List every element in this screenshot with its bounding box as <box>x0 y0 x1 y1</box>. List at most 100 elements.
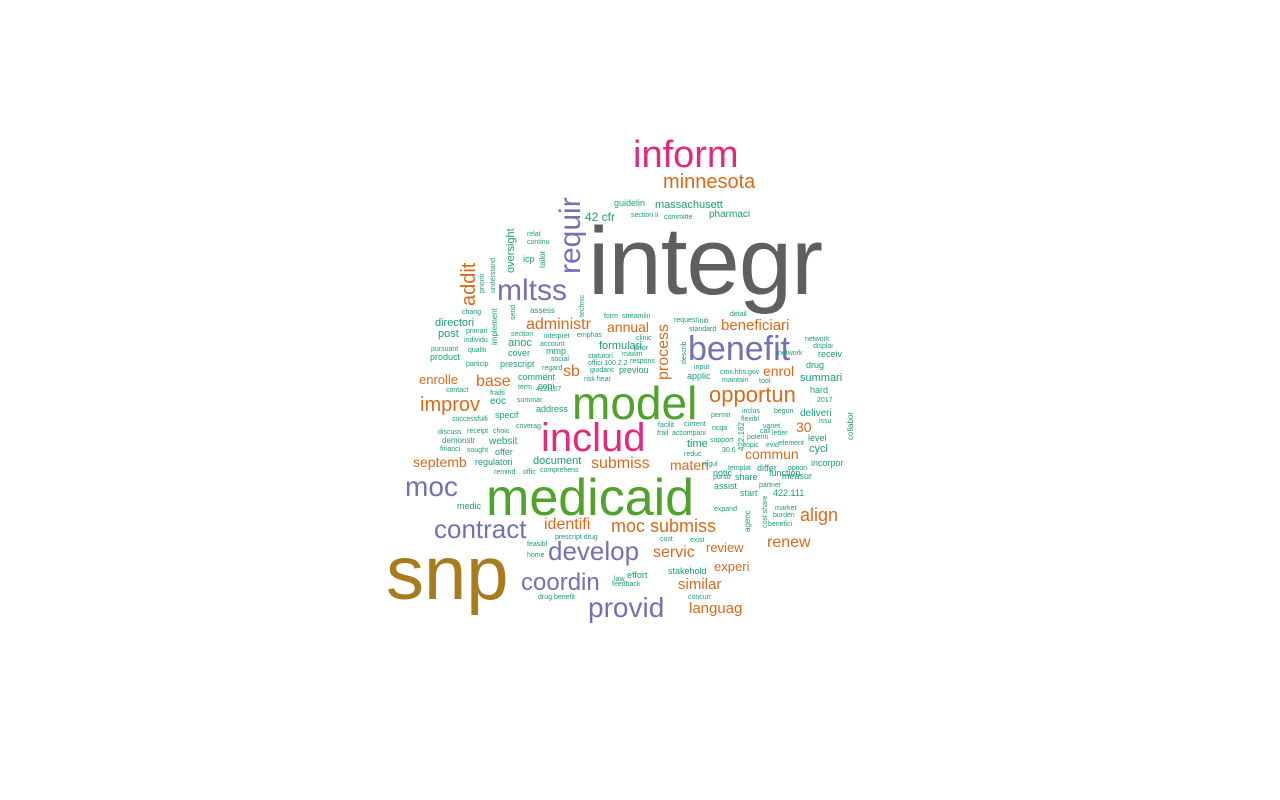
word: septemb <box>413 454 467 470</box>
word: enrol <box>763 363 795 379</box>
word: risk hear <box>584 376 611 383</box>
word: qualiti <box>468 347 487 354</box>
word: comprehens <box>540 467 579 474</box>
word: post <box>438 328 459 340</box>
word: cms.hhs.gov <box>720 369 760 376</box>
word: support <box>710 437 734 444</box>
word: successfulli <box>452 416 488 423</box>
word: respons <box>630 358 655 365</box>
word: section <box>511 331 534 338</box>
word: current <box>684 421 706 428</box>
word: 422.107 <box>536 386 562 393</box>
word: maintain <box>722 377 749 384</box>
word: snp <box>386 531 509 616</box>
word: hard <box>810 385 829 395</box>
word: enrolle <box>419 372 459 387</box>
word: 30.6 <box>722 447 736 454</box>
word: tool <box>759 378 771 385</box>
word: maxim <box>622 351 643 358</box>
word: assist <box>714 481 738 491</box>
word: interpret <box>544 333 570 340</box>
word: 42 cfr <box>585 210 616 224</box>
word: network <box>805 336 830 343</box>
word: ncqa <box>712 425 728 432</box>
word: copi <box>538 381 555 391</box>
word: offici 100.2.2 <box>588 360 628 367</box>
word: cost share <box>762 495 769 528</box>
word: incorpor <box>811 458 844 468</box>
word: moc submiss <box>611 516 717 536</box>
word: inform <box>633 134 739 176</box>
word: detail <box>730 311 747 318</box>
word: facilit <box>658 422 674 429</box>
word: time <box>687 438 708 450</box>
word: includ <box>541 416 646 460</box>
word: understand <box>490 257 497 293</box>
word: cycl <box>809 443 828 455</box>
word: sb <box>563 363 580 380</box>
word: previou <box>619 365 649 375</box>
word: streamlin <box>622 313 651 320</box>
word: templat <box>728 465 751 472</box>
word: particip <box>466 361 489 368</box>
word: improv <box>420 394 481 416</box>
word: remind <box>494 469 516 476</box>
word: coverag <box>516 423 541 430</box>
word: formulari <box>599 340 642 352</box>
word: financi <box>440 446 461 453</box>
word: displai <box>813 343 833 350</box>
word: submiss <box>591 455 650 472</box>
word: receipt <box>467 428 489 435</box>
word: review <box>706 540 744 555</box>
word: topic <box>744 442 759 449</box>
word: describ <box>681 341 688 364</box>
word: eoc <box>490 396 507 407</box>
word: inclus <box>742 408 760 415</box>
word: guidelin <box>614 198 646 208</box>
word: medicaid <box>486 469 695 527</box>
word: start <box>740 488 758 498</box>
word: cost <box>660 536 673 543</box>
word: account <box>540 341 565 348</box>
word: specif <box>495 410 519 420</box>
word: standard <box>689 326 717 333</box>
word: oversight <box>505 228 517 273</box>
word: permit <box>711 412 731 419</box>
word: section ii <box>631 212 659 219</box>
word: reduc <box>684 451 702 458</box>
word: discuss <box>438 429 462 436</box>
word: languag <box>689 600 743 617</box>
word: burden <box>773 512 795 519</box>
word: law <box>614 576 625 583</box>
word: partner <box>759 482 782 489</box>
word: product <box>430 352 461 362</box>
word: clinic <box>636 335 652 342</box>
word: sought <box>467 447 489 454</box>
word: applic <box>687 371 711 381</box>
word: issu <box>819 418 832 425</box>
word: feedback <box>612 581 641 588</box>
word: address <box>536 404 569 414</box>
word: provid <box>588 592 665 623</box>
word: emphas <box>577 332 602 339</box>
word: receiv <box>818 349 843 359</box>
word: begun <box>774 408 794 415</box>
word: 30 <box>796 419 812 435</box>
word: directori <box>435 317 475 329</box>
word: minnesota <box>663 171 756 193</box>
word: agenc <box>743 510 752 532</box>
word: effort <box>627 570 648 580</box>
word: tailor <box>538 250 547 268</box>
word: committe <box>664 214 693 221</box>
word: beneficiari <box>721 317 790 334</box>
word: regard <box>542 365 563 372</box>
word: mltss <box>497 274 567 307</box>
word: requir <box>554 197 587 274</box>
word: expand <box>714 506 737 513</box>
word: exist <box>690 537 705 544</box>
word: base <box>476 373 511 390</box>
word: accompani <box>672 430 706 437</box>
word: call <box>760 428 771 435</box>
word: chang <box>462 309 482 316</box>
